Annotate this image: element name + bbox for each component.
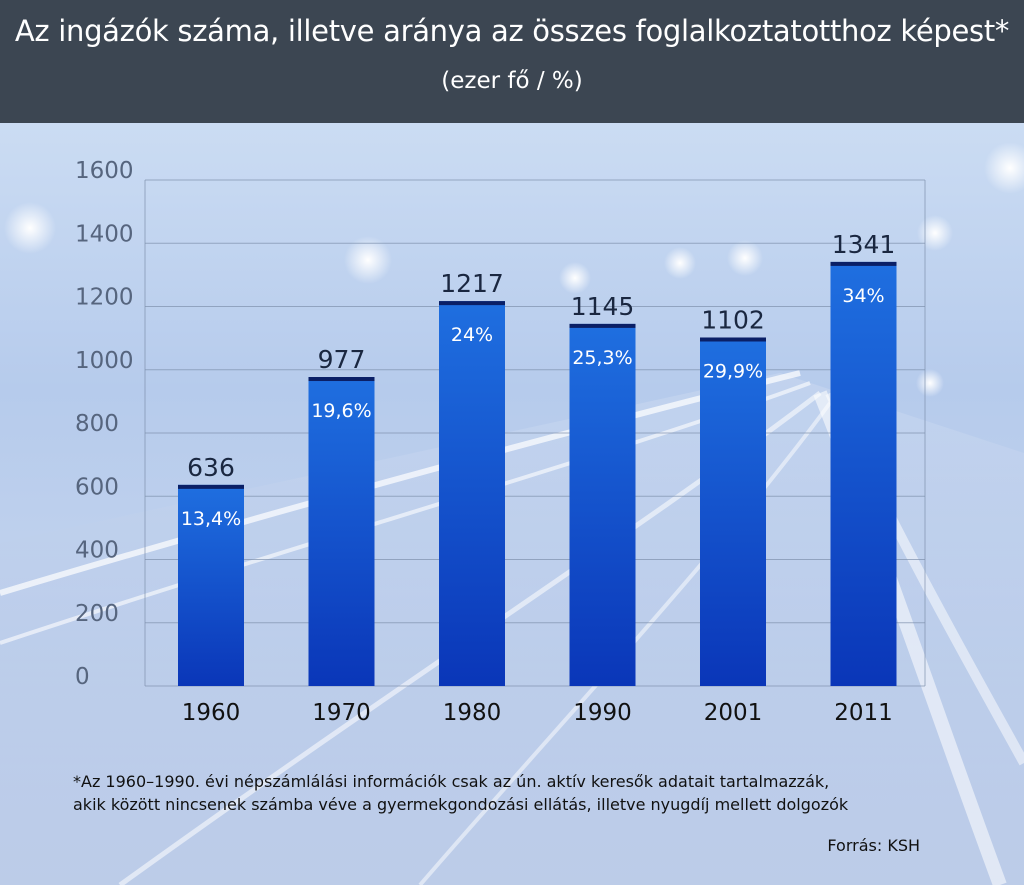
bar-cap — [569, 323, 636, 328]
bar-cap — [700, 337, 766, 342]
background-decoration — [0, 142, 1024, 885]
x-tick-label: 2001 — [704, 700, 763, 726]
bar-cap — [439, 301, 505, 306]
bar — [569, 323, 636, 686]
value-label: 1102 — [701, 305, 765, 334]
x-axis-ticks: 1960 1970 1980 1990 2001 2011 — [182, 700, 893, 726]
chart-title: Az ingázók száma, illetve aránya az össz… — [14, 14, 1010, 48]
y-tick-label: 400 — [75, 538, 119, 564]
percent-label: 13,4% — [181, 508, 241, 530]
percent-label: 24% — [451, 324, 493, 346]
bar-cap — [178, 484, 244, 489]
percent-label: 25,3% — [572, 347, 632, 369]
x-tick-label: 2011 — [834, 700, 893, 726]
y-tick-label: 1000 — [75, 348, 134, 374]
x-tick-label: 1960 — [182, 700, 241, 726]
bar — [439, 301, 505, 686]
footnote: *Az 1960–1990. évi népszámlálási informá… — [73, 770, 953, 816]
value-label: 636 — [187, 453, 235, 482]
value-label: 1217 — [440, 269, 504, 298]
bar — [700, 337, 766, 686]
y-tick-label: 1200 — [75, 285, 134, 311]
y-tick-label: 200 — [75, 601, 119, 627]
value-label: 1341 — [832, 230, 896, 259]
x-tick-label: 1990 — [573, 700, 632, 726]
value-label: 977 — [318, 345, 366, 374]
bars — [178, 261, 897, 686]
chart-subtitle: (ezer fő / %) — [441, 68, 583, 94]
highway-background — [0, 123, 1024, 885]
y-tick-label: 1400 — [75, 221, 134, 247]
y-axis-ticks: 0 200 400 600 800 1000 1200 1400 1600 — [75, 158, 134, 690]
percent-label: 34% — [842, 285, 884, 307]
footnote-line-2: akik között nincsenek számba véve a gyer… — [73, 795, 849, 814]
bar — [178, 484, 244, 686]
footnote-line-1: *Az 1960–1990. évi népszámlálási informá… — [73, 772, 830, 791]
percent-label: 29,9% — [703, 360, 763, 382]
bar — [308, 377, 375, 686]
y-tick-label: 600 — [75, 474, 119, 500]
y-tick-label: 0 — [75, 664, 90, 690]
gridlines — [144, 179, 926, 687]
source-label: Forrás: KSH — [827, 836, 920, 855]
y-tick-label: 1600 — [75, 158, 134, 184]
header-bar: Az ingázók száma, illetve aránya az össz… — [0, 0, 1024, 123]
value-label: 1145 — [571, 292, 635, 321]
percent-label: 19,6% — [311, 400, 371, 422]
x-tick-label: 1970 — [312, 700, 371, 726]
bar-cap — [308, 377, 375, 382]
bar-cap — [830, 261, 897, 266]
y-tick-label: 800 — [75, 411, 119, 437]
data-labels: 636 13,4% 977 19,6% 1217 24% 1145 25,3% 1102 29,9… — [181, 230, 895, 530]
bar — [830, 261, 897, 686]
x-tick-label: 1980 — [443, 700, 502, 726]
